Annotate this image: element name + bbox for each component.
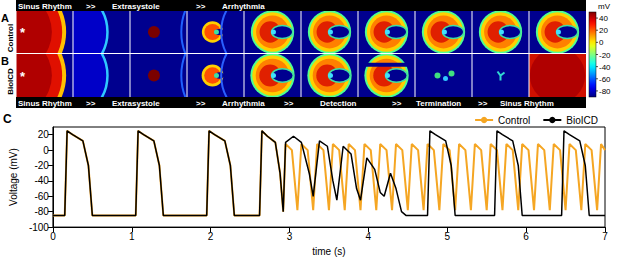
svg-text:>>: >>	[196, 2, 206, 11]
svg-text:Extrasystole: Extrasystole	[112, 2, 160, 11]
svg-text:>>: >>	[86, 2, 96, 11]
svg-text:-60: -60	[599, 75, 611, 84]
svg-text:Detection: Detection	[320, 99, 357, 108]
svg-text:7: 7	[602, 231, 608, 242]
svg-text:-80: -80	[599, 87, 611, 96]
svg-text:Control: Control	[498, 115, 530, 126]
svg-text:Voltage (mV): Voltage (mV)	[8, 148, 19, 206]
svg-text:Sinus Rhythm: Sinus Rhythm	[18, 2, 72, 11]
svg-text:>>: >>	[478, 99, 488, 108]
svg-text:1: 1	[129, 231, 135, 242]
svg-text:Sinus Rhythm: Sinus Rhythm	[18, 99, 72, 108]
svg-text:Control: Control	[6, 24, 15, 52]
svg-text:Arrhythmia: Arrhythmia	[222, 99, 265, 108]
svg-text:6: 6	[523, 231, 529, 242]
svg-text:*: *	[20, 25, 26, 40]
svg-text:20: 20	[38, 129, 50, 140]
svg-text:B: B	[1, 55, 9, 67]
svg-text:-20: -20	[34, 160, 49, 171]
svg-text:*: *	[20, 69, 26, 84]
svg-text:-40: -40	[599, 63, 611, 72]
html-text:C: C	[3, 112, 12, 126]
svg-text:A: A	[1, 12, 9, 24]
svg-text:mV: mV	[598, 2, 611, 11]
svg-text:5: 5	[444, 231, 450, 242]
svg-text:>>: >>	[196, 99, 206, 108]
svg-text:>>: >>	[284, 99, 294, 108]
svg-text:>>: >>	[86, 99, 96, 108]
svg-text:-80: -80	[34, 206, 49, 217]
svg-text:-40: -40	[34, 175, 49, 186]
svg-text:Termination: Termination	[416, 99, 461, 108]
svg-text:BioICD: BioICD	[6, 68, 15, 95]
svg-text:0: 0	[43, 145, 49, 156]
svg-text:3: 3	[287, 231, 293, 242]
svg-text:time (s): time (s)	[312, 246, 345, 257]
svg-text:>>: >>	[392, 99, 402, 108]
svg-text:-60: -60	[34, 191, 49, 202]
svg-text:-100: -100	[29, 222, 49, 233]
svg-text:0: 0	[50, 231, 56, 242]
svg-text:Extrasystole: Extrasystole	[112, 99, 160, 108]
svg-text:Arrhythmia: Arrhythmia	[222, 2, 265, 11]
svg-text:BioICD: BioICD	[566, 115, 598, 126]
svg-text:4: 4	[366, 231, 372, 242]
svg-text:40: 40	[599, 14, 608, 23]
svg-text:Sinus Rhythm: Sinus Rhythm	[500, 99, 554, 108]
svg-text:2: 2	[208, 231, 214, 242]
svg-text:0: 0	[599, 38, 604, 47]
svg-text:-20: -20	[599, 51, 611, 60]
svg-text:20: 20	[599, 26, 608, 35]
